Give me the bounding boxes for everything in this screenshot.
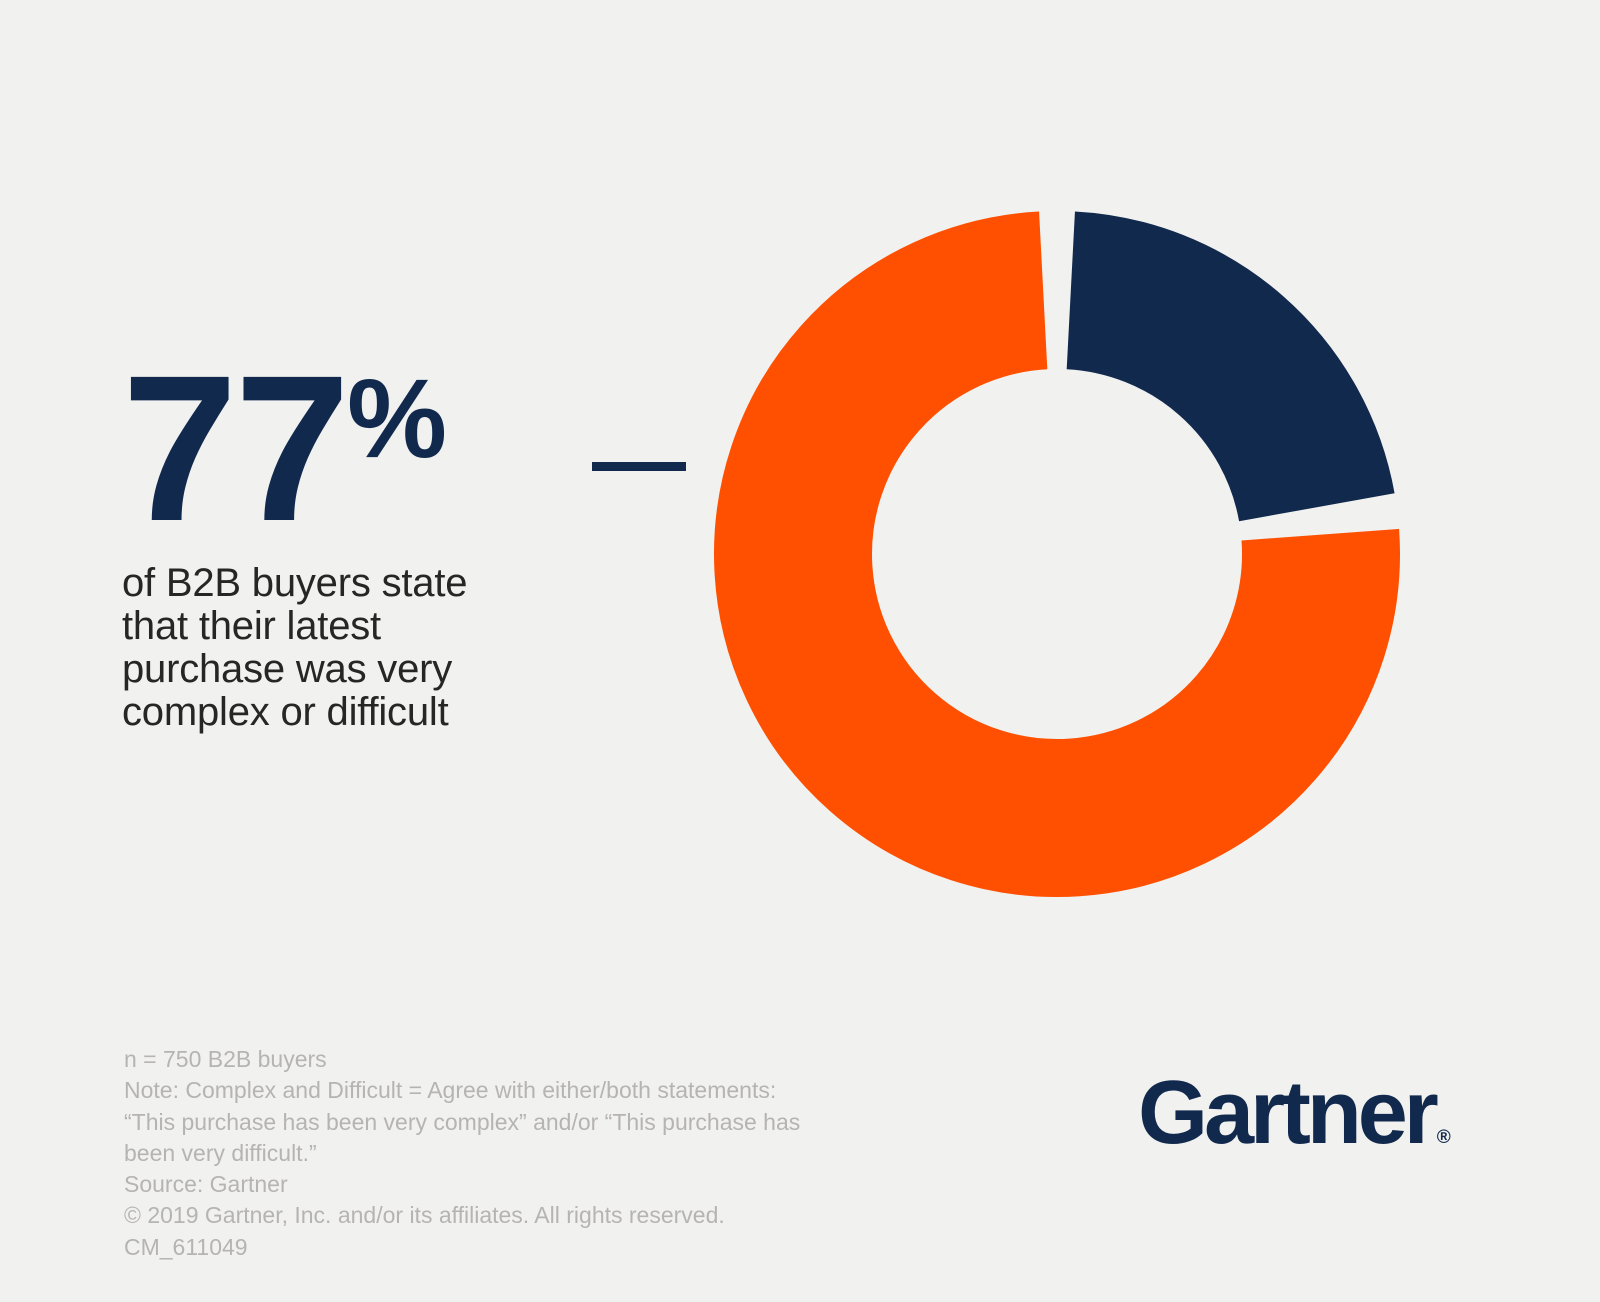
gartner-logo: Gartner ®: [1138, 1062, 1451, 1165]
gartner-logo-text: Gartner: [1138, 1063, 1439, 1163]
donut-segment: [714, 211, 1400, 897]
donut-chart: [714, 211, 1400, 897]
footnotes: n = 750 B2B buyers Note: Complex and Dif…: [124, 1044, 824, 1263]
stat-value: 77: [122, 333, 350, 565]
stat-block: 77% of B2B buyers state that their lates…: [122, 345, 602, 735]
stat-number: 77%: [122, 345, 602, 553]
donut-segment: [1065, 211, 1395, 523]
footnote-sample-size: n = 750 B2B buyers: [124, 1046, 327, 1072]
stat-description: of B2B buyers state that their latest pu…: [122, 560, 468, 735]
percent-sign: %: [347, 355, 447, 482]
footnote-source: Source: Gartner: [124, 1171, 288, 1198]
footnote-note: Note: Complex and Difficult = Agree with…: [124, 1077, 801, 1166]
connector-dash: [592, 462, 686, 471]
registered-trademark-icon: ®: [1436, 1127, 1451, 1148]
footnote-copyright: © 2019 Gartner, Inc. and/or its affiliat…: [124, 1202, 725, 1260]
